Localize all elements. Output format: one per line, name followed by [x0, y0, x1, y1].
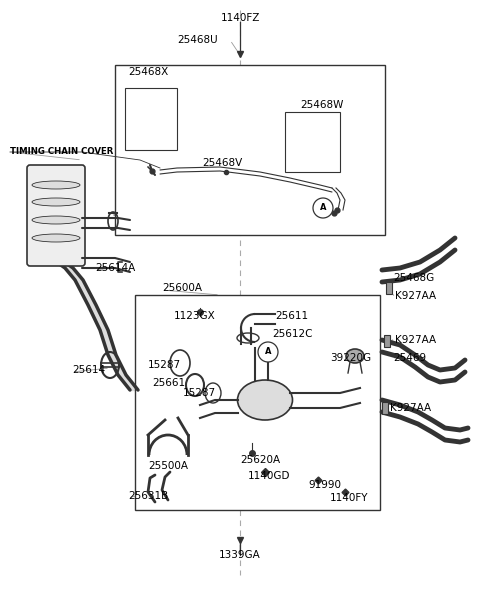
Text: 25614A: 25614A	[95, 263, 135, 273]
Text: 15287: 15287	[148, 360, 181, 370]
Bar	[125, 88, 177, 150]
Text: 25661: 25661	[152, 378, 185, 388]
Text: 1140FZ: 1140FZ	[220, 13, 260, 23]
Text: 1140FY: 1140FY	[330, 493, 369, 503]
Text: 25468W: 25468W	[300, 100, 343, 110]
Text: 1123GX: 1123GX	[174, 311, 216, 321]
Text: 25500A: 25500A	[148, 461, 188, 471]
Text: K927AA: K927AA	[395, 335, 436, 345]
Text: 25600A: 25600A	[162, 283, 202, 293]
Bar	[382, 402, 388, 414]
Bar	[285, 112, 340, 172]
Text: 15287: 15287	[183, 388, 216, 398]
Text: 25469: 25469	[393, 353, 426, 363]
Text: 1339GA: 1339GA	[219, 550, 261, 560]
Text: 91990: 91990	[308, 480, 341, 490]
Ellipse shape	[32, 216, 80, 224]
Ellipse shape	[346, 349, 364, 363]
Text: 25468X: 25468X	[128, 67, 168, 77]
Text: A: A	[320, 204, 326, 213]
Text: K927AA: K927AA	[395, 291, 436, 301]
Text: A: A	[265, 348, 271, 356]
Text: 25620A: 25620A	[240, 455, 280, 465]
Text: 1140GD: 1140GD	[248, 471, 290, 481]
Bar	[384, 335, 390, 347]
Circle shape	[313, 198, 333, 218]
FancyBboxPatch shape	[27, 165, 85, 266]
Text: TIMING CHAIN COVER: TIMING CHAIN COVER	[10, 147, 113, 156]
Text: K927AA: K927AA	[390, 403, 431, 413]
Text: 25468V: 25468V	[202, 158, 242, 168]
Text: 39220G: 39220G	[330, 353, 371, 363]
Text: 25614: 25614	[72, 365, 105, 375]
Text: 25611: 25611	[275, 311, 308, 321]
Ellipse shape	[238, 380, 292, 420]
Bar	[386, 282, 392, 294]
Text: 25468G: 25468G	[393, 273, 434, 283]
Ellipse shape	[32, 234, 80, 242]
Bar	[135, 295, 380, 510]
Bar	[115, 65, 385, 235]
Ellipse shape	[32, 198, 80, 206]
Text: 25631B: 25631B	[128, 491, 168, 501]
Ellipse shape	[32, 181, 80, 189]
Text: 25468U: 25468U	[178, 35, 218, 45]
Text: 25612C: 25612C	[272, 329, 312, 339]
Circle shape	[258, 342, 278, 362]
